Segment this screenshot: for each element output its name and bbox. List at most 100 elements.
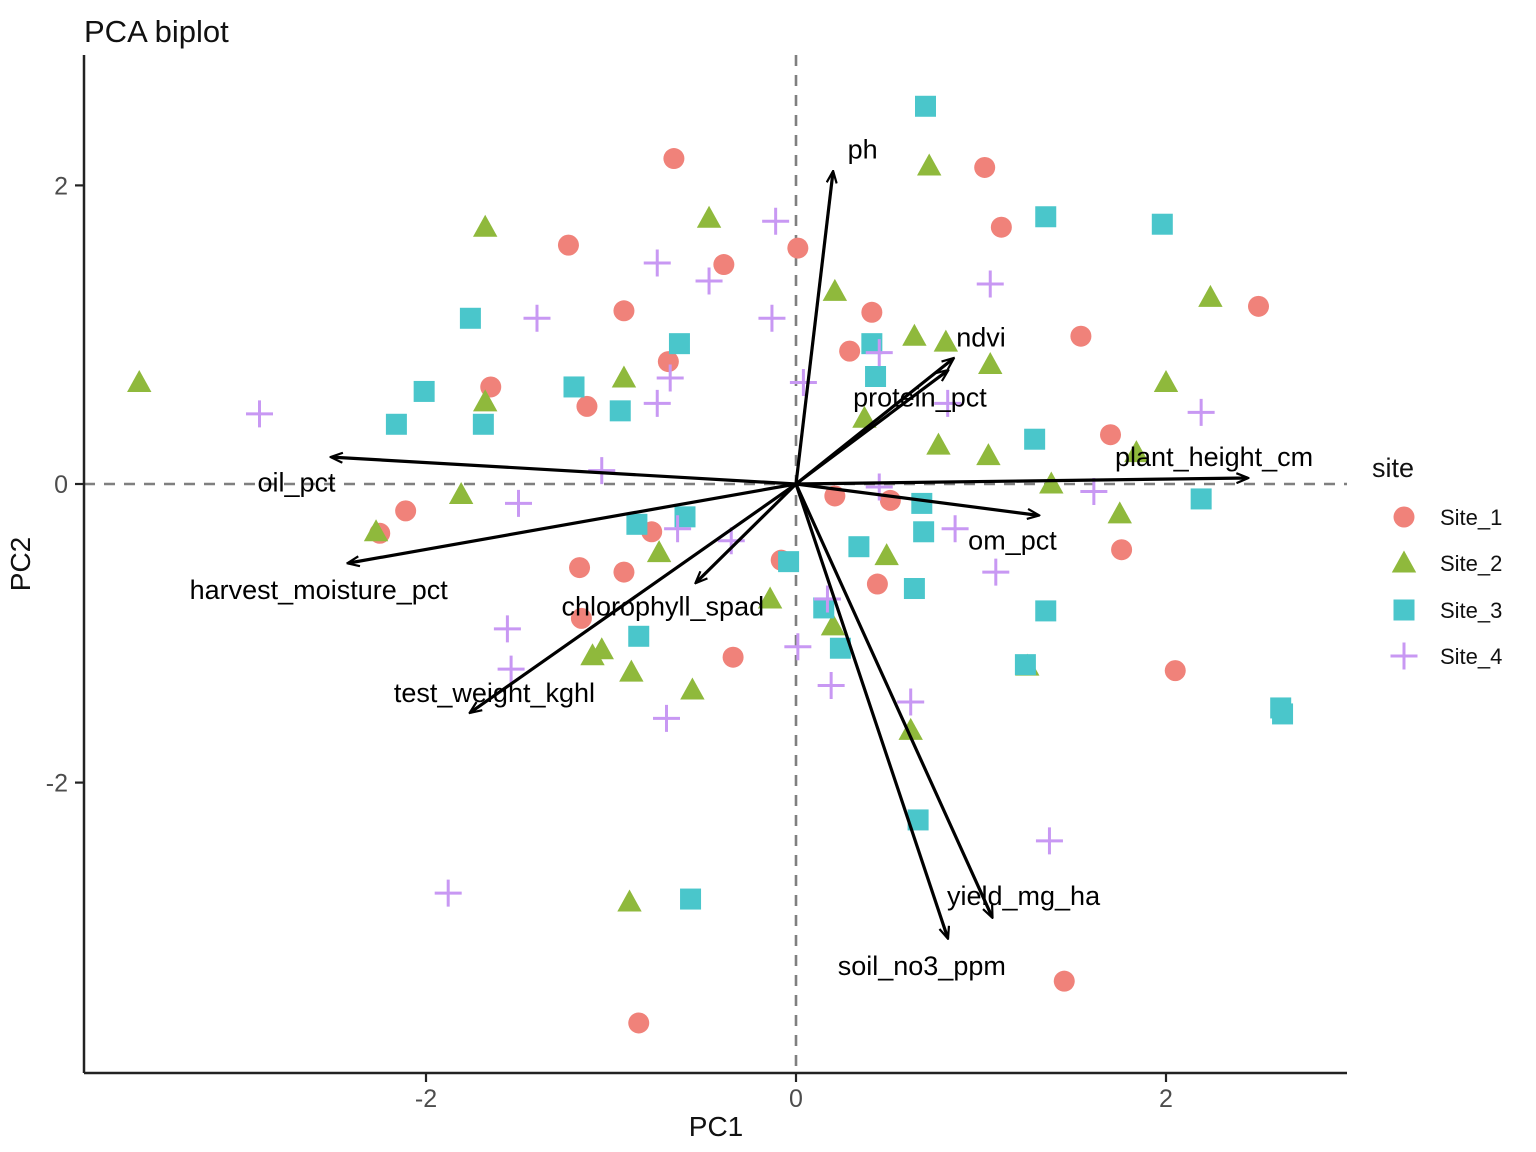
point-site_2 xyxy=(619,659,644,682)
series-site_3 xyxy=(385,95,1294,910)
loading-arrow-plant_height_cm xyxy=(795,478,1247,486)
point-site_1 xyxy=(628,1012,650,1034)
point-site_2 xyxy=(933,329,959,352)
point-site_4 xyxy=(695,267,723,295)
x-tick-label: 0 xyxy=(789,1085,803,1113)
point-site_1 xyxy=(395,500,417,522)
point-site_1 xyxy=(879,489,901,511)
point-site_4 xyxy=(934,389,962,417)
point-site_3 xyxy=(1035,600,1057,622)
point-site_4 xyxy=(789,368,817,396)
point-site_3 xyxy=(861,333,883,355)
point-site_2 xyxy=(1124,440,1149,463)
loading-arrow-yield_mg_ha xyxy=(794,483,992,917)
point-site_2 xyxy=(917,153,942,176)
point-site_2 xyxy=(448,481,474,504)
point-site_3 xyxy=(1035,206,1057,228)
point-site_4 xyxy=(588,457,616,485)
x-tick-label: -2 xyxy=(415,1085,437,1113)
point-site_3 xyxy=(668,333,690,355)
point-site_1 xyxy=(787,237,809,259)
y-axis-title: PC2 xyxy=(5,537,36,591)
series-site_4 xyxy=(246,207,1215,907)
point-site_1 xyxy=(663,148,685,170)
point-site_2 xyxy=(976,443,1001,466)
point-site_4 xyxy=(493,615,521,643)
loading-label-yield_mg_ha: yield_mg_ha xyxy=(947,881,1101,911)
point-site_3 xyxy=(865,366,887,388)
loading-arrow-harvest_moisture_pct xyxy=(348,482,797,563)
point-site_3 xyxy=(1151,213,1173,235)
loading-label-om_pct: om_pct xyxy=(968,526,1057,556)
point-site_3 xyxy=(911,492,933,514)
y-tick-label: -2 xyxy=(46,770,68,798)
point-site_4 xyxy=(762,207,790,235)
point-site_2 xyxy=(473,389,498,412)
point-site_2 xyxy=(696,205,722,228)
point-site_4 xyxy=(643,249,671,277)
point-site_2 xyxy=(1039,471,1064,494)
point-site_4 xyxy=(505,489,532,517)
point-site_3 xyxy=(413,380,435,402)
point-site_4 xyxy=(246,400,273,428)
point-site_2 xyxy=(127,369,152,392)
point-site_4 xyxy=(653,704,680,732)
point-site_4 xyxy=(1080,477,1108,505)
chart-title: PCA biplot xyxy=(84,14,229,49)
point-site_2 xyxy=(852,405,877,428)
point-site_4 xyxy=(941,515,969,543)
point-site_1 xyxy=(866,573,888,595)
legend-item-site_1: Site_1 xyxy=(1393,505,1502,530)
point-site_4 xyxy=(813,585,841,613)
point-site_1 xyxy=(1248,295,1269,317)
legend-label: Site_1 xyxy=(1440,505,1502,530)
point-site_1 xyxy=(576,395,598,417)
point-site_2 xyxy=(611,365,637,388)
point-site_3 xyxy=(626,513,648,535)
point-site_2 xyxy=(874,543,899,566)
point-site_4 xyxy=(523,304,551,332)
point-site_2 xyxy=(1153,369,1179,392)
point-site_4 xyxy=(434,879,462,907)
scatter-points-layer xyxy=(127,95,1294,1034)
x-tick-label: 2 xyxy=(1159,1085,1173,1113)
legend-key-triangle xyxy=(1391,550,1417,573)
point-site_4 xyxy=(897,688,925,716)
axes-layer: -2 0 2 -2 0 2 xyxy=(46,55,1347,1113)
point-site_1 xyxy=(570,607,592,629)
legend-key-square xyxy=(1393,599,1415,621)
y-tick-label: 2 xyxy=(54,172,68,200)
point-site_4 xyxy=(865,339,893,367)
point-site_3 xyxy=(1024,428,1046,450)
point-site_4 xyxy=(817,672,845,700)
point-site_3 xyxy=(848,536,870,558)
point-site_3 xyxy=(674,506,696,528)
point-site_4 xyxy=(497,655,525,683)
loading-arrow-ph xyxy=(794,172,833,485)
point-site_3 xyxy=(829,637,851,659)
point-site_1 xyxy=(657,351,679,373)
loading-arrow-soil_no3_ppm xyxy=(794,483,948,938)
point-site_1 xyxy=(990,216,1012,238)
legend-label: Site_3 xyxy=(1440,598,1502,623)
point-site_3 xyxy=(903,578,925,600)
point-site_1 xyxy=(713,254,735,276)
loading-arrow-chlorophyll_spad xyxy=(696,482,798,583)
legend-key-plus xyxy=(1390,642,1418,670)
point-site_4 xyxy=(758,304,786,332)
point-site_4 xyxy=(784,633,812,661)
legend-key-circle xyxy=(1393,506,1415,528)
legend-item-site_2: Site_2 xyxy=(1391,550,1502,576)
point-site_2 xyxy=(680,677,705,700)
point-site_1 xyxy=(974,156,996,178)
legend-item-site_4: Site_4 xyxy=(1390,642,1502,670)
loading-arrow-om_pct xyxy=(795,482,1038,515)
point-site_2 xyxy=(363,519,389,542)
loading-label-chlorophyll_spad: chlorophyll_spad xyxy=(561,591,764,621)
loading-label-test_weight_kghl: test_weight_kghl xyxy=(394,678,595,708)
point-site_3 xyxy=(907,809,929,831)
point-site_3 xyxy=(628,625,650,647)
point-site_3 xyxy=(563,376,585,398)
